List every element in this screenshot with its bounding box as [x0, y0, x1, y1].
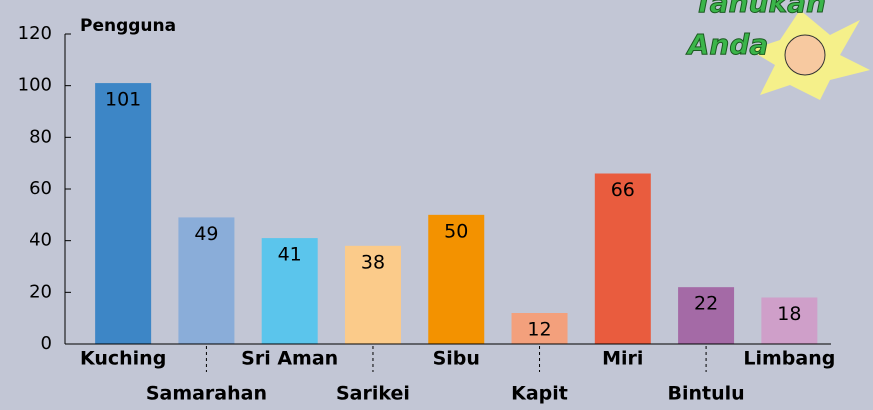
value-label: 12	[527, 319, 551, 341]
y-tick-label: 120	[18, 23, 52, 44]
y-tick-label: 0	[41, 333, 52, 354]
y-tick-label: 100	[18, 75, 52, 96]
chart: Pengguna Tahukah Anda 0 20 40 60 80 100 120 101…	[0, 0, 873, 410]
x-tick-label: Sibu	[433, 348, 480, 370]
value-label: 101	[105, 89, 141, 111]
y-tick-label: 80	[29, 126, 52, 147]
value-label: 22	[694, 293, 718, 315]
badge: Tahukah Anda	[686, 0, 870, 100]
badge-text: Anda	[686, 28, 769, 61]
value-label: 49	[194, 223, 218, 245]
face	[785, 35, 825, 75]
x-tick-label: Limbang	[743, 348, 835, 370]
y-tick-label: 40	[29, 230, 52, 251]
x-tick-label: Sarikei	[336, 383, 410, 405]
x-tick-label: Samarahan	[146, 383, 267, 405]
x-tick-label: Kapit	[511, 383, 568, 405]
value-label: 38	[361, 251, 385, 273]
y-tick-label: 20	[29, 281, 52, 302]
y-tick-label: 60	[29, 178, 52, 199]
value-label: 18	[777, 303, 801, 325]
x-tick-label: Bintulu	[667, 383, 744, 405]
x-tick-label: Kuching	[80, 348, 166, 370]
value-label: 50	[444, 220, 468, 242]
x-tick-label: Sri Aman	[241, 348, 338, 370]
bar	[95, 83, 151, 344]
x-tick-label: Miri	[602, 348, 643, 370]
value-label: 41	[278, 244, 302, 266]
value-label: 66	[611, 179, 635, 201]
badge-text: Tahukah	[694, 0, 826, 19]
y-axis-title: Pengguna	[80, 16, 176, 36]
